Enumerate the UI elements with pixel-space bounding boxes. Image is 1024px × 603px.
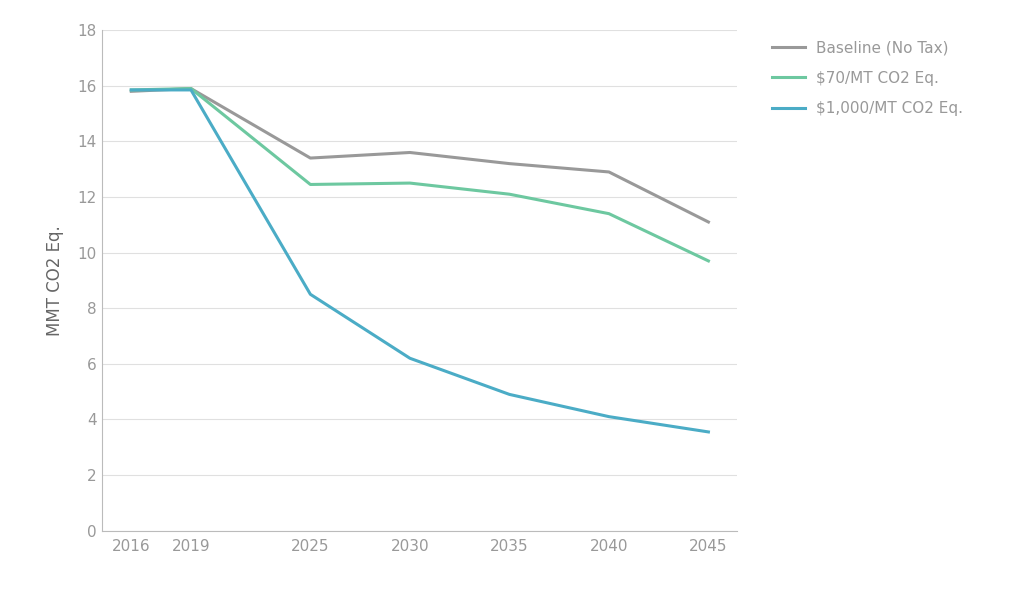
Line: $1,000/MT CO2 Eq.: $1,000/MT CO2 Eq. [131,90,709,432]
Y-axis label: MMT CO2 Eq.: MMT CO2 Eq. [46,225,63,336]
$1,000/MT CO2 Eq. [184,86,197,93]
$1,000/MT CO2 Eq. [503,391,515,398]
Line: $70/MT CO2 Eq.: $70/MT CO2 Eq. [131,89,709,261]
$70/MT CO2 Eq. [304,181,316,188]
$70/MT CO2 Eq. [603,210,615,217]
$1,000/MT CO2 Eq. [603,413,615,420]
Baseline (No Tax) [304,154,316,162]
$1,000/MT CO2 Eq. [702,428,715,435]
Baseline (No Tax) [503,160,515,167]
Line: Baseline (No Tax): Baseline (No Tax) [131,89,709,222]
$70/MT CO2 Eq. [125,86,137,93]
$70/MT CO2 Eq. [702,257,715,265]
Baseline (No Tax) [403,149,416,156]
$1,000/MT CO2 Eq. [125,86,137,93]
Legend: Baseline (No Tax), $70/MT CO2 Eq., $1,000/MT CO2 Eq.: Baseline (No Tax), $70/MT CO2 Eq., $1,00… [764,33,971,124]
$1,000/MT CO2 Eq. [304,291,316,298]
Baseline (No Tax) [603,168,615,175]
Baseline (No Tax) [125,87,137,95]
Baseline (No Tax) [184,85,197,92]
Baseline (No Tax) [702,218,715,226]
$1,000/MT CO2 Eq. [403,355,416,362]
$70/MT CO2 Eq. [403,180,416,187]
$70/MT CO2 Eq. [503,191,515,198]
$70/MT CO2 Eq. [184,85,197,92]
